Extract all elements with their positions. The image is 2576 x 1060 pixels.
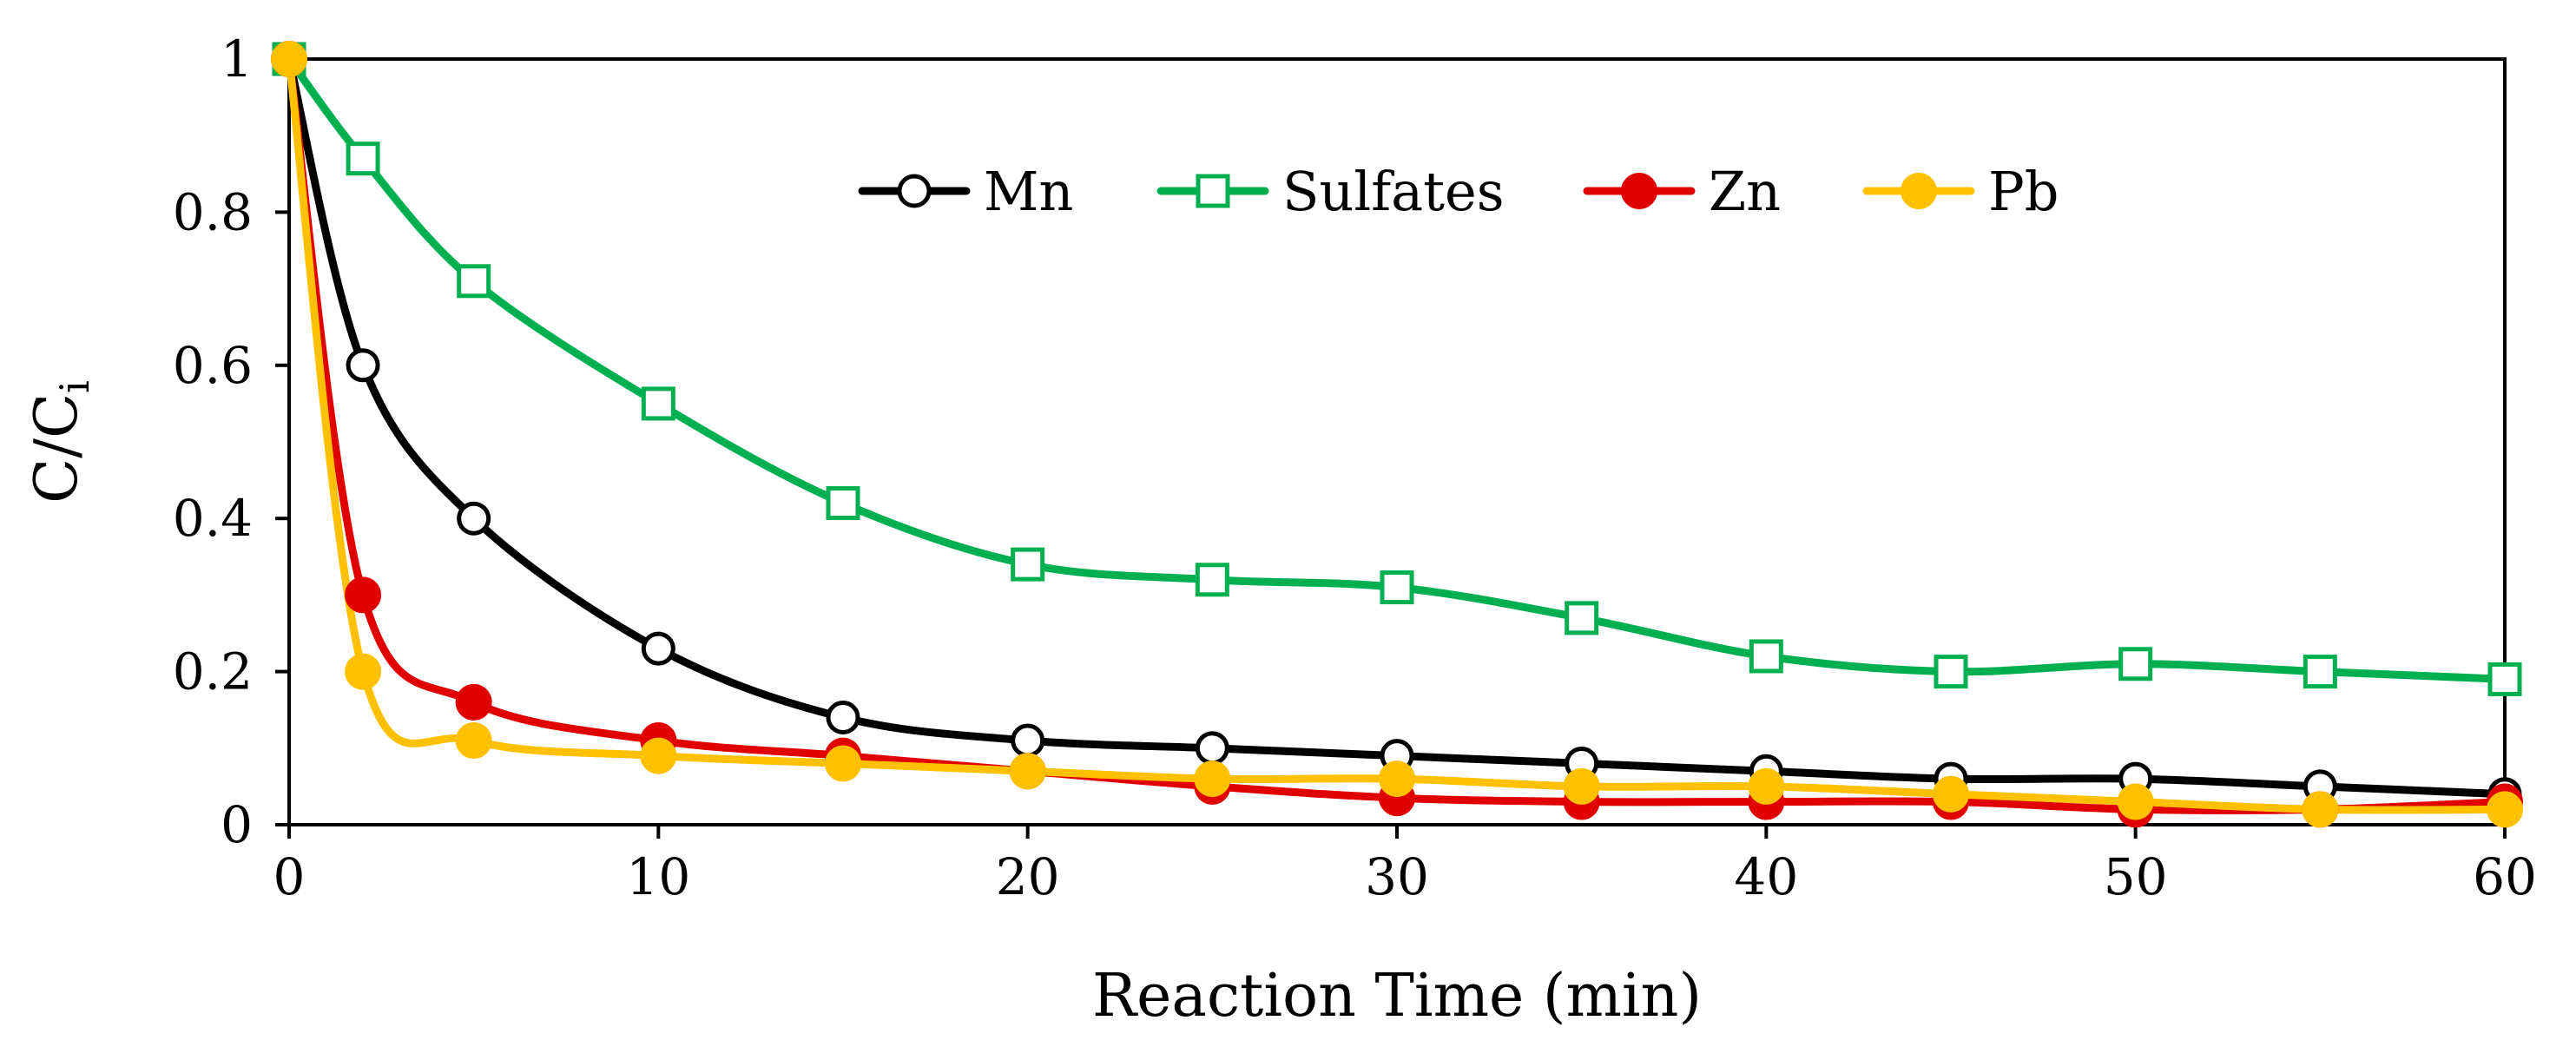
data-point-pb [1748, 767, 1785, 805]
svg-text:C/Ci: C/Ci [23, 380, 98, 504]
data-point-sulfates [1934, 655, 1968, 689]
series-markers [271, 41, 2523, 828]
data-point-sulfates [1380, 570, 1414, 605]
data-point-mn [346, 348, 380, 383]
x-tick-label: 40 [1734, 847, 1798, 906]
series-line-zn [285, 55, 2509, 814]
x-tick-label: 20 [996, 847, 1060, 906]
legend-label-sulfates: Sulfates [1282, 160, 1505, 223]
legend-marker-pb [1901, 173, 1937, 209]
x-axis-title: Reaction Time (min) [1092, 962, 1702, 1030]
legend-marker-sulfates [1196, 174, 1230, 208]
legend-label-mn: Mn [984, 160, 1073, 223]
data-point-mn [457, 501, 491, 536]
x-tick-label: 50 [2104, 847, 2168, 906]
data-point-pb [1194, 760, 1231, 798]
data-point-sulfates [826, 486, 860, 521]
y-axis-title: C/C [23, 393, 91, 504]
data-point-mn [1195, 731, 1229, 766]
y-tick-label: 0.8 [173, 182, 253, 241]
data-point-pb [455, 721, 492, 759]
data-point-sulfates [1749, 639, 1783, 674]
x-tick-label: 0 [273, 847, 306, 906]
axis-ticks: 0 10 20 30 40 50 60 0 0.2 0.4 0.6 0.8 1 [173, 30, 2537, 906]
x-tick-label: 10 [626, 847, 690, 906]
data-point-sulfates [1565, 601, 1599, 635]
data-point-mn [826, 701, 860, 735]
x-tick-label: 30 [1365, 847, 1429, 906]
data-point-sulfates [2118, 647, 2153, 681]
y-tick-label: 0.6 [173, 336, 253, 395]
plot-frame [287, 57, 2507, 826]
data-point-sulfates [1195, 563, 1229, 597]
data-point-sulfates [457, 264, 491, 299]
y-tick-label: 1 [221, 30, 253, 89]
legend-label-zn: Zn [1709, 160, 1781, 223]
data-point-pb [640, 737, 677, 774]
legend-marker-mn [897, 174, 932, 208]
y-axis-title-subscript: i [51, 380, 98, 393]
data-point-pb [345, 653, 382, 690]
y-axis-title-group: C/Ci [23, 380, 98, 504]
data-point-pb [271, 41, 307, 77]
data-point-mn [1011, 723, 1045, 758]
data-point-pb [1563, 767, 1600, 805]
data-point-pb [1933, 775, 1969, 813]
legend-marker-zn [1621, 173, 1657, 209]
data-point-sulfates [641, 386, 675, 421]
series-line-sulfates [285, 55, 2509, 683]
data-point-pb [2302, 791, 2339, 828]
data-point-sulfates [2303, 655, 2337, 689]
legend-label-pb: Pb [1988, 160, 2059, 223]
x-tick-label: 60 [2473, 847, 2537, 906]
y-tick-label: 0 [221, 795, 253, 854]
data-point-sulfates [1011, 547, 1045, 582]
data-point-sulfates [346, 142, 380, 176]
data-point-pb [2117, 783, 2154, 820]
data-point-sulfates [2487, 662, 2522, 696]
data-point-mn [641, 631, 675, 666]
y-tick-label: 0.2 [173, 642, 253, 701]
data-point-zn [455, 683, 492, 721]
data-point-pb [2487, 791, 2523, 828]
data-point-pb [1379, 760, 1415, 798]
legend: Mn Sulfates Zn Pb [858, 160, 2059, 223]
data-point-pb [825, 745, 861, 782]
y-tick-label: 0.4 [173, 489, 253, 548]
data-point-pb [1009, 753, 1046, 790]
data-point-zn [345, 576, 382, 614]
